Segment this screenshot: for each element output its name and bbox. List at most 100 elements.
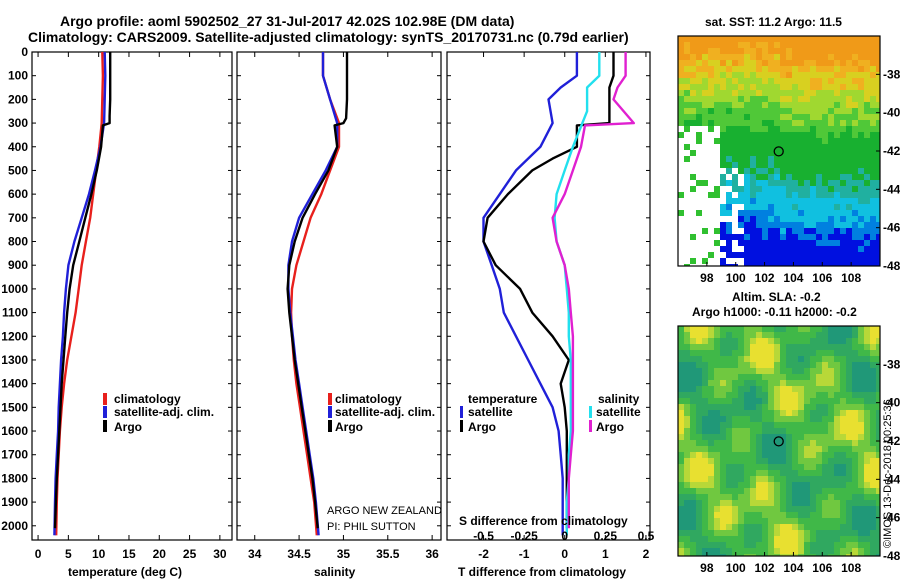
map-cell bbox=[876, 264, 880, 266]
map-cell bbox=[822, 264, 829, 266]
map-cell bbox=[750, 222, 757, 229]
map-cell bbox=[678, 156, 685, 163]
map-cell bbox=[750, 428, 757, 435]
map-cell bbox=[714, 150, 721, 157]
map-cell bbox=[774, 114, 781, 121]
map-cell bbox=[762, 374, 769, 381]
map-cell bbox=[738, 72, 745, 79]
difference-legend: temperature satellite Argo salinity sate… bbox=[460, 392, 641, 434]
map-cell bbox=[690, 156, 697, 163]
map-cell bbox=[786, 488, 793, 495]
map-cell bbox=[744, 404, 751, 411]
map-cell bbox=[876, 156, 880, 163]
map-cell bbox=[828, 344, 835, 351]
map-cell bbox=[702, 440, 709, 447]
map-cell bbox=[744, 512, 751, 519]
map-cell bbox=[828, 380, 835, 387]
map-cell bbox=[696, 446, 703, 453]
map-cell bbox=[840, 428, 847, 435]
map-cell bbox=[678, 362, 685, 369]
series-line-temperature-satellite bbox=[482, 52, 579, 536]
map-cell bbox=[744, 90, 751, 97]
map-cell bbox=[792, 102, 799, 109]
map-cell bbox=[822, 234, 829, 241]
map-cell bbox=[870, 222, 877, 229]
map-cell bbox=[708, 440, 715, 447]
map-cell bbox=[846, 344, 853, 351]
map-cell bbox=[864, 210, 871, 217]
map-cell bbox=[834, 162, 841, 169]
map-cell bbox=[768, 452, 775, 459]
map-cell bbox=[690, 458, 697, 465]
map-cell bbox=[690, 332, 697, 339]
map-cell bbox=[678, 356, 685, 363]
map-cell bbox=[834, 386, 841, 393]
map-cell bbox=[828, 186, 835, 193]
map-cell bbox=[696, 476, 703, 483]
map-cell bbox=[762, 156, 769, 163]
map-cell bbox=[858, 228, 865, 235]
map-cell bbox=[750, 114, 757, 121]
map-cell bbox=[708, 494, 715, 501]
map-cell bbox=[714, 362, 721, 369]
map-cell bbox=[726, 78, 733, 85]
map-cell bbox=[822, 120, 829, 127]
map-cell bbox=[858, 42, 865, 49]
map-cell bbox=[786, 144, 793, 151]
map-cell bbox=[744, 434, 751, 441]
map-cell bbox=[858, 234, 865, 241]
map-cell bbox=[684, 228, 691, 235]
map-cell bbox=[780, 386, 787, 393]
map-cell bbox=[804, 216, 811, 223]
map-cell bbox=[846, 252, 853, 259]
map-cell bbox=[852, 440, 859, 447]
map-cell bbox=[732, 506, 739, 513]
imos-credit: ©IMOS 13-Dec-2018 00:25:36 bbox=[882, 399, 894, 548]
map-cell bbox=[810, 332, 817, 339]
map-cell bbox=[786, 198, 793, 205]
map-cell bbox=[822, 476, 829, 483]
map-cell bbox=[798, 72, 805, 79]
map-cell bbox=[840, 84, 847, 91]
map-cell bbox=[726, 356, 733, 363]
map-cell bbox=[786, 458, 793, 465]
map-cell bbox=[846, 126, 853, 133]
map-cell bbox=[774, 524, 781, 531]
map-cell bbox=[744, 374, 751, 381]
map-cell bbox=[786, 42, 793, 49]
map-cell bbox=[858, 362, 865, 369]
map-cell bbox=[690, 398, 697, 405]
legend-label-satellite: satellite-adj. clim. bbox=[335, 405, 435, 419]
map-cell bbox=[828, 144, 835, 151]
map-cell bbox=[714, 186, 721, 193]
map-cell bbox=[726, 216, 733, 223]
map-cell bbox=[846, 446, 853, 453]
map-cell bbox=[804, 404, 811, 411]
map-cell bbox=[870, 90, 877, 97]
map-cell bbox=[810, 422, 817, 429]
map-cell bbox=[822, 36, 829, 43]
map-cell bbox=[678, 470, 685, 477]
map-cell bbox=[870, 518, 877, 525]
map-cell bbox=[822, 168, 829, 175]
map-cell bbox=[702, 90, 709, 97]
map-cell bbox=[816, 470, 823, 477]
map-cell bbox=[840, 168, 847, 175]
map-cell bbox=[810, 138, 817, 145]
map-cell bbox=[840, 198, 847, 205]
map-cell bbox=[738, 162, 745, 169]
map-cell bbox=[684, 126, 691, 133]
map-cell bbox=[798, 144, 805, 151]
map-cell bbox=[756, 464, 763, 471]
map-cell bbox=[846, 524, 853, 531]
map-cell bbox=[822, 60, 829, 67]
map-cell bbox=[720, 530, 727, 537]
map-cell bbox=[762, 452, 769, 459]
map-cell bbox=[756, 174, 763, 181]
map-cell bbox=[690, 246, 697, 253]
map-cell bbox=[858, 252, 865, 259]
map-cell bbox=[870, 168, 877, 175]
map-cell bbox=[702, 410, 709, 417]
map-cell bbox=[780, 458, 787, 465]
map-cell bbox=[678, 554, 685, 556]
